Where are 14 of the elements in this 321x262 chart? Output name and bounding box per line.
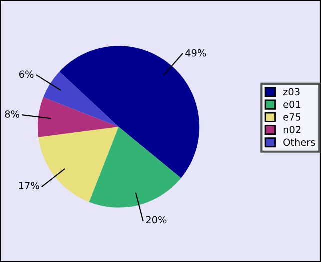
pie-slice: [44, 72, 119, 127]
legend-label: e75: [284, 114, 301, 121]
data-label: 8%: [5, 110, 20, 118]
data-label: 17%: [19, 182, 40, 190]
legend-label: Others: [284, 138, 316, 146]
legend-label: n02: [284, 126, 301, 134]
legend-label: z03: [283, 88, 300, 96]
data-label: 6%: [20, 70, 34, 78]
data-label: 20%: [146, 216, 167, 224]
pie-slice: [89, 126, 182, 208]
legend-label: e01: [284, 100, 301, 108]
pie-slice: [38, 126, 119, 202]
pie-slice: [38, 97, 119, 138]
data-label: 49%: [186, 49, 206, 57]
